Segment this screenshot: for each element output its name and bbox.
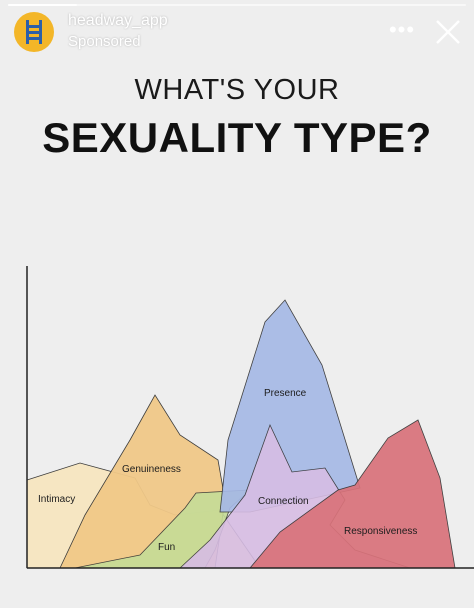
label-fun: Fun <box>158 542 175 553</box>
label-presence: Presence <box>264 388 307 399</box>
sponsored-label: Sponsored <box>68 33 141 50</box>
avatar[interactable] <box>14 12 54 52</box>
account-name[interactable]: headway_app <box>68 12 168 29</box>
area-responsiveness <box>249 419 456 569</box>
label-intimacy: Intimacy <box>38 494 75 505</box>
close-icon <box>436 20 460 44</box>
story-header: headway_app Sponsored ••• <box>0 0 474 64</box>
label-responsiveness: Responsiveness <box>344 526 417 537</box>
ad-title-line-2: SEXUALITY TYPE? <box>42 114 432 161</box>
story-progress-bar <box>8 4 466 6</box>
close-button[interactable] <box>432 16 464 48</box>
ad-title-line-1: WHAT'S YOUR <box>134 74 340 106</box>
chart-svg: Intimacy Genuineness Fun Presence Connec… <box>26 266 474 569</box>
more-options-icon: ••• <box>388 17 416 42</box>
sexuality-type-chart: Intimacy Genuineness Fun Presence Connec… <box>0 250 474 608</box>
label-genuineness: Genuineness <box>122 464 181 475</box>
more-options-button[interactable]: ••• <box>386 17 418 42</box>
story-progress-fill <box>8 4 77 6</box>
ladder-icon <box>26 20 42 44</box>
label-connection: Connection <box>258 496 309 507</box>
